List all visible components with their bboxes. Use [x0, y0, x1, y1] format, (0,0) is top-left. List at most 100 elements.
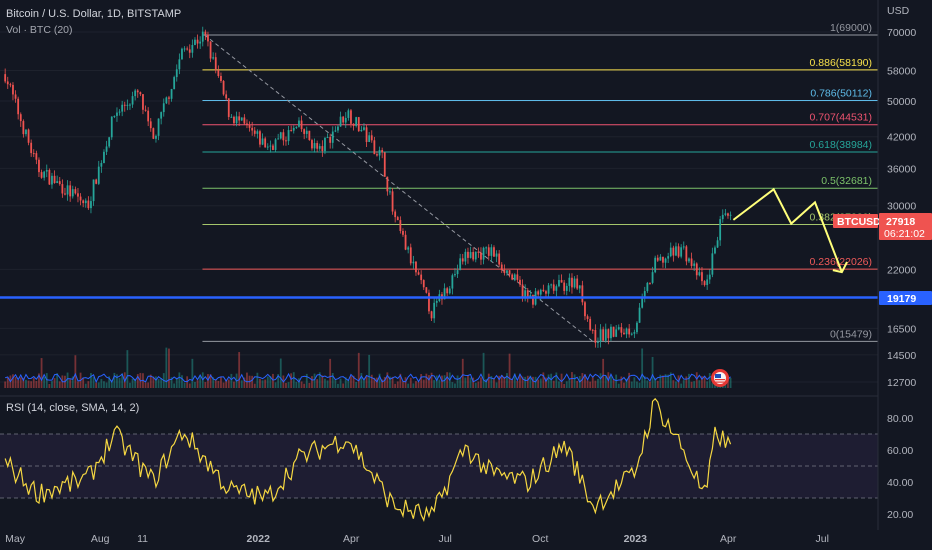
volume-bar	[4, 381, 7, 388]
candle-body	[64, 193, 66, 195]
fibonacci-retracement[interactable]: 1(69000) 0.886(58190) 0.786(50112) 0.707(44…	[202, 22, 878, 342]
candle-body	[324, 137, 326, 152]
volume-bar	[14, 377, 17, 388]
symbol-tag[interactable]: BTCUSD	[833, 214, 881, 228]
candle-body	[326, 137, 329, 139]
price-tick-label: 42000	[887, 132, 916, 144]
candle-body	[628, 328, 631, 335]
price-axis[interactable]: 70000 58000 50000 42000 36000 30000 22000 16500…	[887, 27, 916, 389]
volume-bar	[532, 376, 534, 388]
volume-bar	[706, 381, 709, 388]
volume-bar	[264, 379, 267, 388]
last-price-tag[interactable]: 27918 06:21:02	[879, 213, 932, 240]
candle-body	[651, 272, 654, 283]
candle-body	[264, 138, 267, 148]
volume-bar	[342, 383, 345, 388]
price-tick-label: 50000	[887, 96, 916, 108]
volume-bar	[500, 374, 503, 388]
candle-body	[56, 181, 59, 184]
volume-bar	[204, 382, 207, 388]
support-price-tag[interactable]: 19179	[879, 291, 932, 305]
candle-body	[610, 326, 612, 339]
candle-body	[649, 282, 651, 284]
volume-bar	[469, 377, 472, 388]
time-tick-label: 2022	[247, 533, 271, 545]
rsi-tick-label: 60.00	[887, 445, 913, 457]
candle-body	[238, 116, 241, 121]
chart-title[interactable]: Bitcoin / U.S. Dollar, 1D, BITSTAMP	[6, 8, 182, 20]
price-tick-label: 30000	[887, 201, 916, 213]
us-flag-icon[interactable]	[711, 369, 729, 387]
candle-body	[498, 253, 501, 265]
candle-body	[331, 131, 334, 143]
candle-body	[477, 251, 480, 253]
volume-bar	[308, 382, 311, 388]
volume-legend[interactable]: Vol · BTC (20)	[6, 24, 73, 36]
volume-bar	[480, 377, 482, 388]
candle-body	[196, 39, 199, 44]
candle-body	[560, 280, 563, 283]
volume-bar	[246, 372, 248, 388]
candle-body	[48, 169, 51, 185]
volume-bar	[433, 380, 436, 388]
candle-body	[334, 130, 337, 132]
volume-bar	[313, 373, 316, 388]
candle-body	[45, 169, 48, 172]
volume-bar	[285, 382, 287, 388]
fib-level-label: 0.786(50112)	[810, 88, 872, 100]
volume-bar	[399, 373, 402, 388]
candle-body	[607, 329, 610, 339]
candle-body	[667, 256, 670, 259]
trend-line[interactable]	[204, 34, 594, 342]
volume-bar	[126, 350, 129, 388]
volume-bar	[412, 383, 415, 388]
volume-bar	[615, 374, 618, 388]
volume-bar	[113, 372, 116, 388]
rsi-axis[interactable]: 80.00 60.00 40.00 20.00	[887, 413, 913, 521]
price-tick-label: 16500	[887, 323, 916, 335]
time-axis[interactable]: May Aug 11 2022 Apr Jul Oct 2023 Apr Jul	[5, 533, 829, 545]
candle-body	[251, 127, 254, 131]
candle-body	[511, 274, 514, 280]
candle-body	[66, 185, 69, 195]
rsi-legend[interactable]: RSI (14, close, SMA, 14, 2)	[6, 402, 140, 414]
volume-bar	[472, 377, 475, 388]
volume-bar	[97, 382, 100, 388]
candle-body	[516, 274, 519, 280]
volume-bar	[547, 374, 550, 388]
candle-body	[170, 89, 173, 99]
candle-body	[690, 258, 693, 266]
candle-body	[625, 328, 628, 335]
candle-body	[508, 270, 511, 275]
candle-body	[235, 116, 238, 124]
candle-body	[623, 332, 625, 335]
candle-body	[472, 252, 475, 260]
candle-body	[482, 247, 485, 260]
candle-body	[355, 117, 358, 126]
volume-bar	[599, 373, 602, 388]
fib-level-label: 0.707(44531)	[810, 112, 872, 124]
volume-bar	[651, 356, 654, 388]
candle-body	[537, 291, 540, 295]
candle-body	[539, 289, 542, 295]
candle-body	[352, 123, 355, 126]
projection-path[interactable]	[732, 187, 843, 273]
candle-body	[38, 159, 40, 173]
candle-body	[116, 112, 118, 116]
volume-bar	[519, 374, 521, 388]
volume-bar	[225, 379, 228, 388]
volume-bar	[355, 382, 358, 388]
volume-bar	[95, 382, 98, 388]
candle-body	[269, 145, 272, 147]
volume-bar	[116, 374, 118, 388]
candle-body	[721, 214, 724, 220]
volume-bar	[682, 380, 685, 388]
candle-body	[711, 253, 714, 275]
candle-body	[126, 104, 129, 106]
candle-body	[344, 117, 347, 123]
candle-body	[240, 117, 243, 121]
volume-bar	[493, 378, 495, 388]
volume-bar	[40, 358, 43, 388]
rsi-tick-label: 40.00	[887, 477, 913, 489]
